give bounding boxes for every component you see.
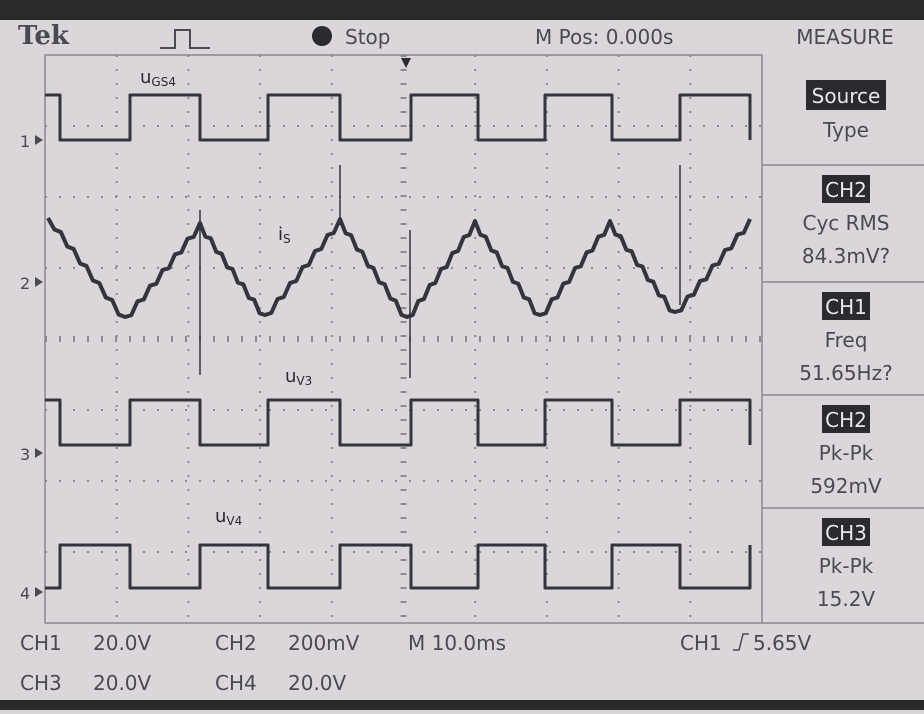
channel-marker: 4 xyxy=(20,584,30,603)
label-sub: GS4 xyxy=(151,75,176,89)
channel-marker: 3 xyxy=(20,445,30,464)
channel-name: CH4 xyxy=(215,671,257,695)
brand: Tek xyxy=(18,21,70,51)
menu-title: MEASURE xyxy=(796,25,893,49)
channel-name: CH1 xyxy=(20,631,62,655)
measure-reading: 84.3mV? xyxy=(802,244,890,268)
trigger-source: CH1 xyxy=(680,631,722,655)
channel-scale: 200mV xyxy=(288,631,360,655)
measure-channel: CH2 xyxy=(825,408,867,432)
measure-type: Pk-Pk xyxy=(819,441,874,465)
label-main: u xyxy=(285,366,296,387)
channel-name: CH3 xyxy=(20,671,62,695)
measure-channel: CH2 xyxy=(825,178,867,202)
run-indicator xyxy=(312,26,332,46)
measure-reading: 51.65Hz? xyxy=(799,361,892,385)
channel-marker: 2 xyxy=(20,274,30,293)
oscilloscope-screen: 1234uGS4iSuV3uV4 Tek Stop M Pos: 0.000s … xyxy=(0,0,924,710)
channel-marker: 1 xyxy=(20,132,30,151)
channel-scale: 20.0V xyxy=(93,671,152,695)
screen-background xyxy=(0,0,924,710)
label-sub: V4 xyxy=(226,514,242,528)
type-button[interactable]: Type xyxy=(822,118,869,142)
source-button[interactable]: Source xyxy=(812,84,881,108)
measure-type: Pk-Pk xyxy=(819,554,874,578)
label-main: u xyxy=(140,67,151,88)
measure-reading: 592mV xyxy=(810,474,882,498)
horizontal-position: M Pos: 0.000s xyxy=(535,25,673,49)
measure-reading: 15.2V xyxy=(817,587,876,611)
label-main: u xyxy=(215,506,226,527)
measure-type: Cyc RMS xyxy=(802,211,889,235)
timebase: M 10.0ms xyxy=(408,631,506,655)
measure-type: Freq xyxy=(825,328,868,352)
trigger-level: 5.65V xyxy=(753,631,812,655)
channel-name: CH2 xyxy=(215,631,257,655)
channel-scale: 20.0V xyxy=(93,631,152,655)
measure-channel: CH3 xyxy=(825,521,867,545)
acquisition-state: Stop xyxy=(345,25,390,49)
label-sub: V3 xyxy=(296,374,312,388)
measure-channel: CH1 xyxy=(825,295,867,319)
channel-scale: 20.0V xyxy=(288,671,347,695)
bezel-bottom xyxy=(0,700,924,710)
label-sub: S xyxy=(283,232,291,246)
bezel-top xyxy=(0,0,924,20)
